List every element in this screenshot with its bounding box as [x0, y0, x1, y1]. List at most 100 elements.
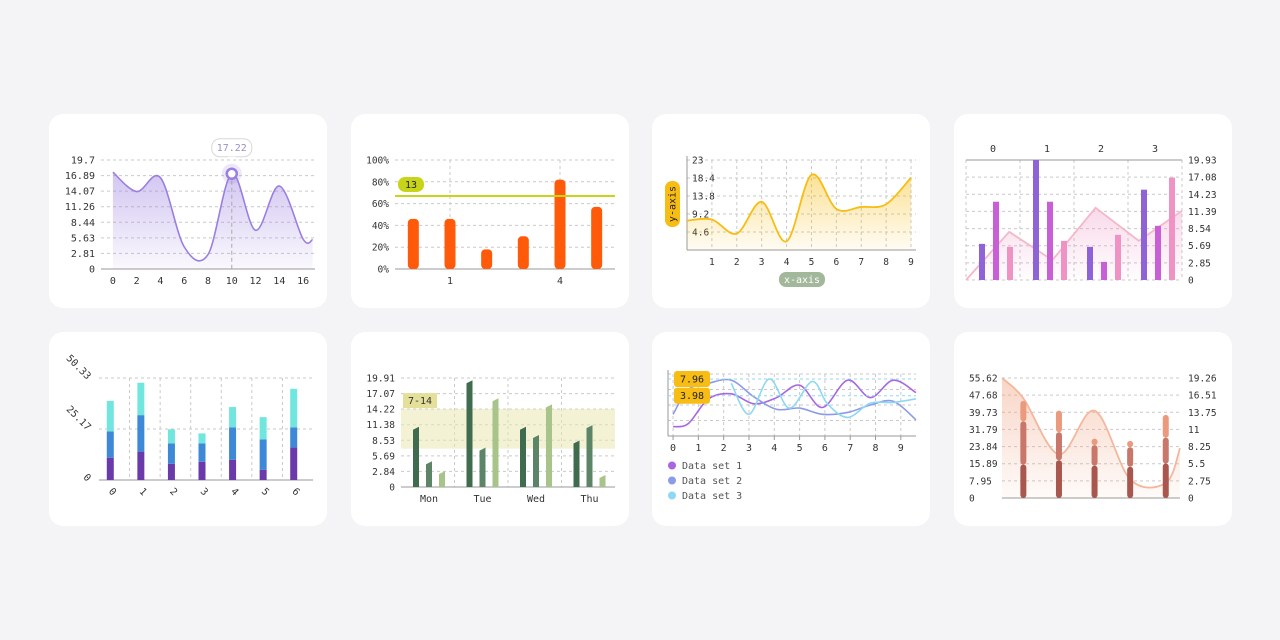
y-tick-label: 25.17: [64, 404, 93, 433]
x-tick-label: 0: [106, 486, 118, 498]
area-fill: [1002, 378, 1180, 498]
x-tick-label: 3: [1152, 144, 1158, 155]
bar-segment: [198, 461, 206, 480]
bar-segment: [290, 427, 298, 448]
legend-swatch: [668, 476, 676, 485]
x-tick-label: 9: [908, 257, 914, 268]
y-tick-label: 2.85: [1188, 258, 1211, 269]
x-tick-label: 5: [259, 486, 271, 498]
marker-badge: [674, 370, 710, 387]
x-tick-label: 9: [898, 443, 904, 454]
bar-segment: [1055, 432, 1062, 461]
x-axis-label: x-axis: [784, 275, 820, 286]
y-tick-label: 50.33: [64, 353, 93, 382]
x-tick-label: 0: [670, 443, 676, 454]
y-tick-label: 60%: [372, 199, 389, 210]
y-tick-label-right: 19.26: [1188, 374, 1217, 385]
y-tick-label: 100%: [366, 156, 389, 167]
bar: [520, 426, 526, 487]
x-tick-label: 3: [759, 257, 765, 268]
y-tick-label-left: 23.84: [969, 442, 998, 453]
chart-card-2: 0% 20% 40% 60% 80% 100% 1 4 13: [351, 114, 629, 308]
x-tick-label: 6: [822, 443, 828, 454]
y-tick-label-right: 16.51: [1188, 391, 1217, 402]
y-tick-label: 14.23: [1188, 190, 1217, 201]
y-tick-label-left: 55.62: [969, 374, 998, 385]
x-tick-label: 8: [872, 443, 878, 454]
x-tick-label: Tue: [473, 494, 491, 505]
bar: [1115, 234, 1121, 280]
y-tick-label: 0: [1188, 276, 1194, 287]
bar-segment: [1127, 466, 1134, 498]
x-tick-label: 5: [809, 257, 815, 268]
y-tick-label: 19.7: [71, 156, 95, 167]
x-tick-label: 7: [847, 443, 853, 454]
area-chart-purple: 0 2.81 5.63 8.44 11.26 14.07 16.89 19.7 0 2 4 6 8 10 1…: [65, 138, 315, 287]
legend-swatch: [668, 461, 676, 470]
y-axis-label-badge: [665, 181, 680, 227]
x-tick-label: 0: [110, 276, 116, 287]
stacked-bar-chart: 0 25.17 50.33 0 1 2 3 4 5 6: [64, 353, 313, 498]
y-tick-label-left: 47.68: [969, 391, 998, 402]
threshold-badge: [398, 176, 424, 192]
x-tick-label: Wed: [527, 494, 545, 505]
bar-segment: [1127, 447, 1134, 467]
y-tick-label: 14.07: [65, 187, 95, 198]
x-tick-label: 0: [990, 144, 996, 155]
y-tick-label: 18.4: [692, 174, 715, 185]
y-tick-label-right: 11: [1188, 425, 1200, 436]
bar-segment: [259, 417, 267, 440]
bar: [407, 218, 419, 269]
bar-segment: [198, 433, 206, 444]
bar: [1155, 225, 1161, 280]
bar: [426, 461, 432, 487]
bar-segment: [1091, 465, 1098, 498]
chart-card-6: 0 2.84 5.69 8.53 11.38 14.22 17.07 19.91 7-14 Mon…: [351, 332, 629, 526]
x-tick-label: 1: [695, 443, 701, 454]
bar-segment: [1162, 463, 1169, 498]
x-tick-label: 3: [746, 443, 752, 454]
bar: [479, 447, 486, 487]
x-tick-label: 2: [734, 257, 740, 268]
x-tick-label: 2: [134, 276, 140, 287]
bar: [573, 440, 580, 487]
bar: [546, 404, 552, 487]
bar-segment: [1091, 438, 1098, 446]
x-tick-label: 2: [1098, 144, 1104, 155]
bar-segment: [1162, 437, 1169, 464]
chart-card-8: 0 0 7.95 2.75 15.89 5.5 23.84 8.25 31.79 11 39.73 1…: [954, 332, 1232, 526]
grouped-bar-chart: 0 2.85 5.69 8.54 11.39 14.23 17.08 19.93 0 1 2 3: [965, 144, 1217, 287]
tooltip-label: 17.22: [217, 143, 247, 154]
y-tick-label-left: 39.73: [969, 408, 998, 419]
stacked-dual-axis-chart: 0 0 7.95 2.75 15.89 5.5 23.84 8.25 31.79 11 39.73 1…: [969, 374, 1217, 505]
y-tick-label: 19.93: [1188, 156, 1217, 167]
x-tick-label: 1: [447, 276, 453, 287]
x-axis-label-badge: [779, 272, 825, 287]
y-tick-label-right: 13.75: [1188, 408, 1217, 419]
bar-segment: [259, 469, 267, 480]
bar-segment: [167, 443, 175, 464]
y-tick-label: 8.53: [372, 436, 395, 447]
x-tick-label: 6: [181, 276, 187, 287]
y-tick-label: 5.69: [372, 451, 395, 462]
x-tick-label: 1: [1044, 144, 1050, 155]
x-tick-label: 8: [883, 257, 889, 268]
marker-badge: [674, 387, 710, 404]
x-tick-label: 2: [721, 443, 727, 454]
chart-card-4: 0 2.85 5.69 8.54 11.39 14.23 17.08 19.93 0 1 2 3: [954, 114, 1232, 308]
bar: [979, 243, 985, 280]
bar-segment: [1020, 421, 1027, 465]
bar: [591, 206, 603, 269]
bar-segment: [198, 443, 206, 462]
threshold-label: 13: [405, 180, 417, 191]
y-axis-label: y-axis: [668, 186, 679, 222]
x-tick-label: 5: [797, 443, 803, 454]
highlight-band: [401, 409, 615, 449]
tooltip-box: [211, 138, 253, 158]
x-tick-label: 7: [858, 257, 864, 268]
bar: [1007, 246, 1013, 280]
x-tick-label: 12: [250, 276, 262, 287]
bar-segment: [106, 431, 114, 458]
